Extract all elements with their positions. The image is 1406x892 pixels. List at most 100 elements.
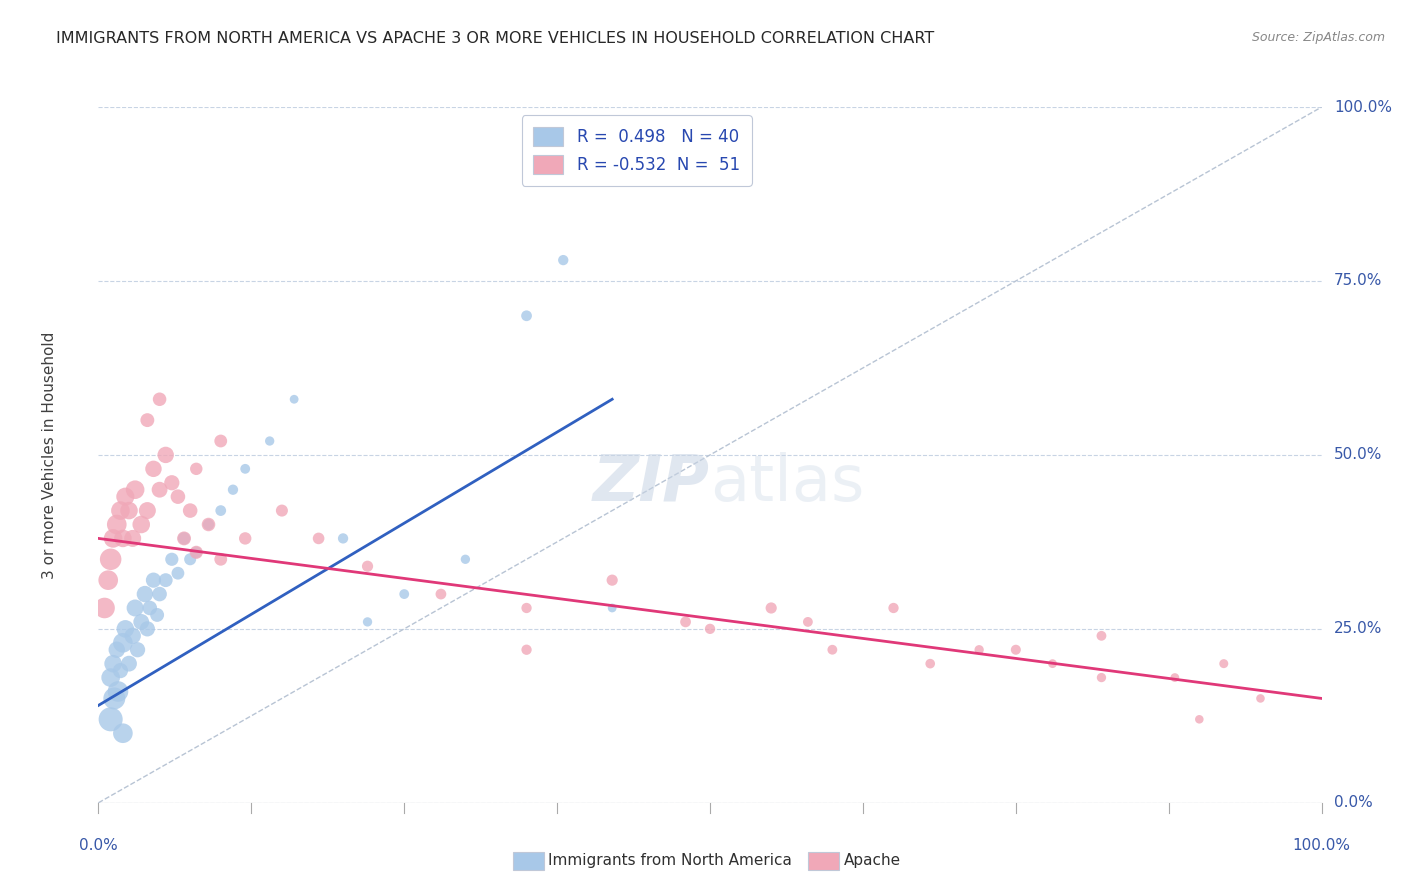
- Point: [516, 642, 538, 657]
- Point: [600, 601, 623, 615]
- Point: [356, 615, 378, 629]
- Point: [136, 503, 159, 517]
- Point: [103, 691, 125, 706]
- Point: [797, 615, 820, 629]
- Point: [129, 615, 152, 629]
- Point: [454, 552, 477, 566]
- Point: [101, 657, 124, 671]
- Point: [222, 483, 245, 497]
- Point: [146, 607, 169, 622]
- Point: [430, 587, 453, 601]
- Point: [167, 490, 190, 504]
- Point: [110, 503, 132, 517]
- Point: [111, 532, 134, 546]
- Point: [100, 671, 122, 685]
- Point: [110, 664, 132, 678]
- Point: [1090, 671, 1112, 685]
- Point: [136, 413, 159, 427]
- Point: [761, 601, 783, 615]
- Point: [675, 615, 697, 629]
- Point: [142, 462, 165, 476]
- Point: [197, 517, 219, 532]
- Point: [100, 552, 122, 566]
- Point: [967, 642, 990, 657]
- Point: [308, 532, 330, 546]
- Point: [127, 642, 149, 657]
- Point: [160, 552, 183, 566]
- Point: [233, 462, 256, 476]
- Point: [1188, 712, 1211, 726]
- Point: [920, 657, 942, 671]
- Point: [93, 601, 115, 615]
- Text: atlas: atlas: [710, 451, 865, 514]
- Point: [516, 309, 538, 323]
- Point: [107, 684, 129, 698]
- Point: [124, 601, 146, 615]
- Legend: R =  0.498   N = 40, R = -0.532  N =  51: R = 0.498 N = 40, R = -0.532 N = 51: [522, 115, 752, 186]
- Point: [1164, 671, 1187, 685]
- Point: [186, 462, 208, 476]
- Point: [155, 573, 177, 587]
- Point: [136, 622, 159, 636]
- Point: [160, 475, 183, 490]
- Point: [118, 657, 141, 671]
- Point: [1042, 657, 1064, 671]
- Text: 100.0%: 100.0%: [1334, 100, 1392, 114]
- Text: Source: ZipAtlas.com: Source: ZipAtlas.com: [1251, 31, 1385, 45]
- Point: [97, 573, 120, 587]
- Point: [516, 601, 538, 615]
- Point: [209, 434, 232, 448]
- Point: [283, 392, 305, 407]
- Point: [105, 517, 128, 532]
- Point: [149, 587, 172, 601]
- Point: [553, 253, 575, 268]
- Point: [105, 642, 128, 657]
- Text: 75.0%: 75.0%: [1334, 274, 1382, 288]
- Text: 100.0%: 100.0%: [1292, 838, 1351, 853]
- Point: [209, 552, 232, 566]
- Text: Apache: Apache: [844, 854, 901, 868]
- Point: [233, 532, 256, 546]
- Point: [1250, 691, 1272, 706]
- Point: [600, 573, 623, 587]
- Point: [173, 532, 195, 546]
- Text: 25.0%: 25.0%: [1334, 622, 1382, 636]
- Text: 3 or more Vehicles in Household: 3 or more Vehicles in Household: [42, 331, 58, 579]
- Point: [1004, 642, 1026, 657]
- Point: [149, 483, 172, 497]
- Point: [197, 517, 219, 532]
- Point: [142, 573, 165, 587]
- Point: [139, 601, 162, 615]
- Point: [186, 545, 208, 559]
- Point: [332, 532, 354, 546]
- Point: [179, 503, 201, 517]
- Point: [114, 490, 136, 504]
- Point: [392, 587, 416, 601]
- Point: [155, 448, 177, 462]
- Point: [209, 503, 232, 517]
- Point: [111, 726, 134, 740]
- Point: [134, 587, 156, 601]
- Text: IMMIGRANTS FROM NORTH AMERICA VS APACHE 3 OR MORE VEHICLES IN HOUSEHOLD CORRELAT: IMMIGRANTS FROM NORTH AMERICA VS APACHE …: [56, 31, 935, 46]
- Point: [100, 712, 122, 726]
- Point: [1090, 629, 1112, 643]
- Point: [259, 434, 281, 448]
- Point: [114, 622, 136, 636]
- Text: Immigrants from North America: Immigrants from North America: [548, 854, 792, 868]
- Point: [821, 642, 844, 657]
- Point: [121, 629, 143, 643]
- Point: [149, 392, 172, 407]
- Point: [883, 601, 905, 615]
- Point: [167, 566, 190, 581]
- Point: [118, 503, 141, 517]
- Text: 0.0%: 0.0%: [1334, 796, 1372, 810]
- Point: [699, 622, 721, 636]
- Text: 50.0%: 50.0%: [1334, 448, 1382, 462]
- Point: [111, 636, 134, 650]
- Point: [1212, 657, 1234, 671]
- Point: [173, 532, 195, 546]
- Point: [356, 559, 378, 574]
- Point: [270, 503, 294, 517]
- Point: [121, 532, 143, 546]
- Point: [101, 532, 124, 546]
